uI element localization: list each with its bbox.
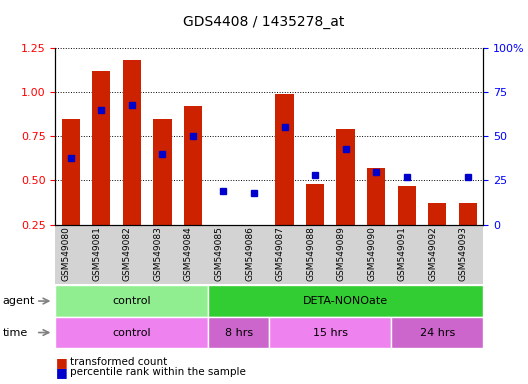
Text: time: time — [3, 328, 28, 338]
Text: ■: ■ — [55, 366, 67, 379]
Text: transformed count: transformed count — [70, 358, 167, 367]
Text: ■: ■ — [55, 356, 67, 369]
Text: GSM549082: GSM549082 — [123, 227, 132, 281]
Bar — [276, 94, 294, 269]
Text: GDS4408 / 1435278_at: GDS4408 / 1435278_at — [183, 15, 345, 29]
Text: GSM549093: GSM549093 — [459, 227, 468, 281]
Bar — [153, 119, 172, 269]
Text: agent: agent — [3, 296, 35, 306]
Bar — [122, 60, 141, 269]
Bar — [398, 186, 416, 269]
Text: GSM549085: GSM549085 — [214, 227, 223, 281]
Text: GSM549083: GSM549083 — [153, 227, 163, 281]
Text: control: control — [112, 296, 151, 306]
Text: GSM549090: GSM549090 — [367, 227, 376, 281]
Text: 15 hrs: 15 hrs — [313, 328, 348, 338]
Text: GSM549086: GSM549086 — [245, 227, 254, 281]
Text: 8 hrs: 8 hrs — [225, 328, 253, 338]
Bar — [459, 204, 477, 269]
Text: GSM549091: GSM549091 — [398, 227, 407, 281]
Text: GSM549081: GSM549081 — [92, 227, 101, 281]
Text: control: control — [112, 328, 151, 338]
Bar — [367, 168, 385, 269]
Text: percentile rank within the sample: percentile rank within the sample — [70, 367, 246, 377]
Text: GSM549088: GSM549088 — [306, 227, 315, 281]
Bar — [62, 119, 80, 269]
Text: GSM549080: GSM549080 — [62, 227, 71, 281]
Text: GSM549089: GSM549089 — [337, 227, 346, 281]
Bar — [184, 106, 202, 269]
Text: GSM549092: GSM549092 — [428, 227, 437, 281]
Bar — [336, 129, 355, 269]
Text: GSM549087: GSM549087 — [276, 227, 285, 281]
Bar — [428, 204, 447, 269]
Bar — [214, 225, 233, 269]
Bar — [245, 227, 263, 269]
Bar — [92, 71, 110, 269]
Text: 24 hrs: 24 hrs — [420, 328, 455, 338]
Text: GSM549084: GSM549084 — [184, 227, 193, 281]
Text: DETA-NONOate: DETA-NONOate — [303, 296, 388, 306]
Bar — [306, 184, 324, 269]
